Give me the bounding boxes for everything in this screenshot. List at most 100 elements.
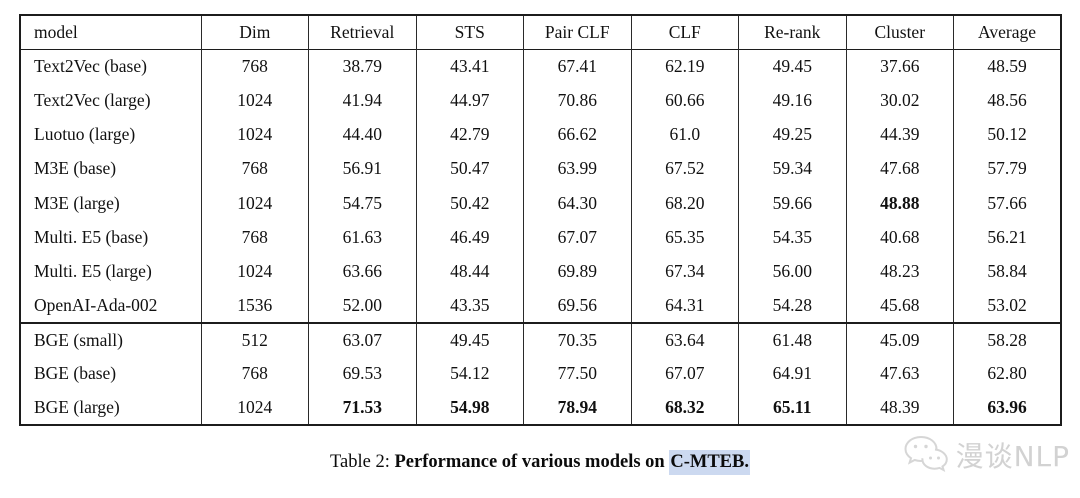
model-cell: Text2Vec (base): [34, 56, 147, 77]
value-cell: 58.84: [953, 254, 1061, 289]
value-cell: 70.86: [523, 83, 631, 118]
dim-cell: 768: [200, 220, 309, 255]
value-cell: 48.23: [845, 254, 954, 289]
caption-text: Performance of various models on: [394, 452, 670, 472]
value-cell: 56.00: [738, 254, 846, 289]
value-cell: 42.79: [415, 117, 524, 152]
value-cell: 58.28: [953, 322, 1061, 357]
value-cell: 49.25: [738, 117, 846, 152]
model-cell: Luotuo (large): [34, 124, 136, 145]
column-header-clf: CLF: [630, 15, 739, 50]
value-cell: 50.12: [953, 117, 1061, 152]
model-cell: Multi. E5 (base): [34, 226, 149, 247]
table-row: OpenAI-Ada-002 1536 52.00 43.35 69.56 64.31 54…: [20, 288, 1061, 323]
value-cell: 40.68: [845, 220, 954, 255]
value-cell: 44.97: [415, 83, 524, 118]
value-cell: 53.02: [953, 288, 1061, 323]
value-cell: 48.44: [415, 254, 524, 289]
value-cell: 63.64: [630, 322, 739, 357]
value-cell: 63.96: [953, 391, 1061, 426]
value-cell: 65.35: [630, 220, 739, 255]
dim-cell: 768: [200, 49, 309, 84]
value-cell: 56.21: [953, 220, 1061, 255]
value-cell: 52.00: [308, 288, 416, 323]
value-cell: 62.19: [630, 49, 739, 84]
value-cell: 50.47: [415, 151, 524, 186]
value-cell: 59.66: [738, 185, 846, 221]
value-cell: 48.59: [953, 49, 1061, 84]
value-cell: 59.34: [738, 151, 846, 186]
model-cell: Text2Vec (large): [34, 89, 151, 110]
dim-cell: 1024: [200, 391, 309, 426]
model-cell: OpenAI-Ada-002: [34, 294, 158, 315]
value-cell: 56.91: [308, 151, 416, 186]
value-cell: 50.42: [415, 185, 524, 221]
model-cell: Multi. E5 (large): [34, 260, 152, 281]
value-cell: 65.11: [738, 391, 846, 426]
value-cell: 48.39: [845, 391, 954, 426]
value-cell: 57.79: [953, 151, 1061, 186]
caption-highlight: C-MTEB.: [669, 450, 750, 475]
table-row: Text2Vec (base) 768 38.79 43.41 67.41 62.19 49…: [20, 49, 1061, 84]
value-cell: 78.94: [523, 391, 631, 426]
caption-label: Table 2:: [330, 452, 395, 472]
dim-cell: 1024: [200, 185, 309, 221]
value-cell: 67.52: [630, 151, 739, 186]
results-table: model Dim Retrieval STS Pair CLF CLF Re-rank Cl…: [19, 14, 1062, 427]
table-row: BGE (large) 1024 71.53 54.98 78.94 68.32 65.11…: [20, 391, 1061, 426]
value-cell: 49.16: [738, 83, 846, 118]
value-cell: 68.32: [630, 391, 739, 426]
value-cell: 61.48: [738, 322, 846, 357]
value-cell: 45.68: [845, 288, 954, 323]
value-cell: 61.63: [308, 220, 416, 255]
value-cell: 54.75: [308, 185, 416, 221]
model-cell: BGE (small): [34, 329, 123, 350]
value-cell: 63.66: [308, 254, 416, 289]
value-cell: 68.20: [630, 185, 739, 221]
column-header-sts: STS: [415, 15, 524, 50]
column-header-average: Average: [953, 15, 1061, 50]
value-cell: 62.80: [953, 356, 1061, 392]
value-cell: 67.34: [630, 254, 739, 289]
value-cell: 49.45: [738, 49, 846, 84]
value-cell: 44.40: [308, 117, 416, 152]
column-header-dim: Dim: [200, 15, 309, 50]
value-cell: 67.41: [523, 49, 631, 84]
value-cell: 70.35: [523, 322, 631, 357]
model-cell: M3E (large): [34, 192, 120, 213]
watermark: 漫谈NLP: [902, 434, 1070, 476]
value-cell: 48.88: [845, 185, 954, 221]
table-row: Text2Vec (large) 1024 41.94 44.97 70.86 60.66…: [20, 83, 1061, 118]
value-cell: 61.0: [630, 117, 739, 152]
value-cell: 71.53: [308, 391, 416, 426]
value-cell: 37.66: [845, 49, 954, 84]
dim-cell: 1024: [200, 83, 309, 118]
value-cell: 45.09: [845, 322, 954, 357]
value-cell: 69.53: [308, 356, 416, 392]
watermark-text: 漫谈NLP: [955, 440, 1070, 473]
value-cell: 54.98: [415, 391, 524, 426]
value-cell: 49.45: [415, 322, 524, 357]
value-cell: 48.56: [953, 83, 1061, 118]
table-caption: Table 2: Performance of various models o…: [0, 450, 1080, 475]
dim-cell: 768: [200, 356, 309, 392]
dim-cell: 512: [200, 322, 309, 357]
value-cell: 47.63: [845, 356, 954, 392]
value-cell: 54.28: [738, 288, 846, 323]
column-header-re-rank: Re-rank: [738, 15, 846, 50]
dim-cell: 1024: [200, 117, 309, 152]
table-row: BGE (small) 512 63.07 49.45 70.35 63.64 61.48 4…: [20, 322, 1061, 357]
value-cell: 47.68: [845, 151, 954, 186]
model-cell: BGE (base): [34, 363, 117, 384]
column-header-pair-clf: Pair CLF: [523, 15, 631, 50]
column-header-cluster: Cluster: [845, 15, 954, 50]
table-row: BGE (base) 768 69.53 54.12 77.50 67.07 64.91 47…: [20, 356, 1061, 392]
value-cell: 64.91: [738, 356, 846, 392]
dim-cell: 768: [200, 151, 309, 186]
value-cell: 54.35: [738, 220, 846, 255]
value-cell: 38.79: [308, 49, 416, 84]
table-row: Multi. E5 (base) 768 61.63 46.49 67.07 65.35 5…: [20, 220, 1061, 255]
value-cell: 67.07: [523, 220, 631, 255]
value-cell: 41.94: [308, 83, 416, 118]
